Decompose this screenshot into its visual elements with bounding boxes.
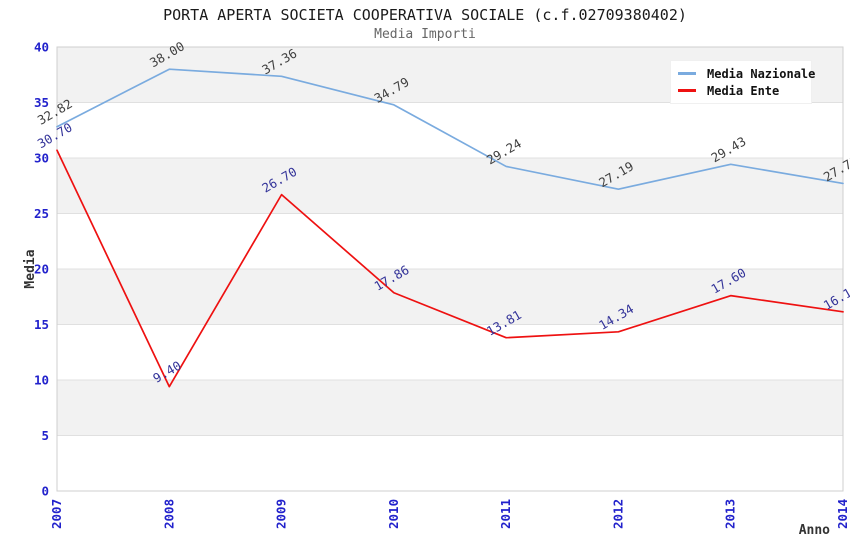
plot-band: [57, 380, 843, 436]
legend-swatch-media-ente: [678, 89, 696, 92]
legend-label: Media Nazionale: [707, 66, 816, 81]
plot-border: [56, 46, 844, 492]
y-tick-label: 5: [41, 428, 49, 443]
legend-item-media-ente: Media Ente: [671, 82, 811, 99]
y-tick-label: 25: [34, 206, 49, 221]
y-tick-label: 20: [34, 262, 49, 277]
chart-title: PORTA APERTA SOCIETA COOPERATIVA SOCIALE…: [163, 6, 687, 24]
x-axis-title: Anno: [799, 523, 830, 538]
legend-label: Media Ente: [707, 83, 780, 98]
series-line-media-ente: [56, 149, 844, 388]
y-axis-title: Media: [23, 249, 38, 288]
x-tick-label: 2012: [610, 499, 625, 529]
y-tick-label: 35: [34, 95, 49, 110]
plot-band: [57, 158, 843, 214]
x-tick-label: 2009: [274, 499, 289, 529]
y-tick-label: 15: [34, 317, 49, 332]
plot-band: [57, 102, 843, 158]
plot-band: [57, 435, 843, 491]
x-tick-label: 2007: [49, 499, 64, 529]
legend: Media Nazionale Media Ente: [670, 60, 815, 104]
x-tick-label: 2008: [161, 499, 176, 529]
legend-swatch-media-nazionale: [678, 72, 696, 75]
legend-item-media-nazionale: Media Nazionale: [671, 65, 815, 82]
series-line-media-nazionale: [56, 68, 844, 191]
y-tick-label: 30: [34, 151, 49, 166]
chart-subtitle: Media Importi: [374, 27, 476, 42]
y-tick-label: 40: [34, 40, 49, 55]
y-tick-label: 0: [41, 484, 49, 499]
x-tick-label: 2014: [835, 499, 850, 529]
x-tick-label: 2011: [498, 499, 513, 529]
plot-band: [57, 324, 843, 380]
x-tick-label: 2013: [723, 499, 738, 529]
plot-band: [57, 213, 843, 269]
y-tick-label: 10: [34, 373, 49, 388]
x-tick-label: 2010: [386, 499, 401, 529]
